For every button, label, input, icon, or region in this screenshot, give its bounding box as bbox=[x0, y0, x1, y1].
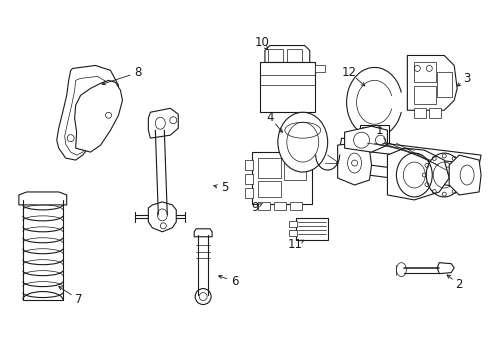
Bar bbox=[413, 108, 426, 118]
Text: 7: 7 bbox=[75, 293, 82, 306]
Bar bbox=[289, 202, 301, 210]
Bar bbox=[244, 188, 252, 198]
Polygon shape bbox=[339, 138, 480, 165]
Polygon shape bbox=[148, 108, 178, 138]
Bar bbox=[267, 49, 282, 62]
Bar bbox=[413, 86, 435, 104]
Polygon shape bbox=[148, 202, 176, 232]
Polygon shape bbox=[314, 66, 324, 72]
Bar bbox=[413, 62, 435, 82]
Bar bbox=[428, 108, 440, 118]
Polygon shape bbox=[57, 66, 118, 160]
Bar bbox=[244, 160, 252, 170]
Polygon shape bbox=[19, 192, 66, 205]
Polygon shape bbox=[337, 143, 371, 185]
Text: 11: 11 bbox=[287, 238, 302, 251]
Bar bbox=[273, 202, 285, 210]
Text: 3: 3 bbox=[463, 72, 470, 85]
Text: 8: 8 bbox=[135, 66, 142, 79]
Polygon shape bbox=[344, 162, 470, 188]
Bar bbox=[288, 221, 296, 227]
Text: 10: 10 bbox=[254, 36, 269, 49]
Polygon shape bbox=[344, 126, 386, 152]
Polygon shape bbox=[407, 55, 456, 110]
Bar bbox=[258, 158, 280, 178]
Text: 5: 5 bbox=[221, 181, 228, 194]
Ellipse shape bbox=[277, 112, 327, 172]
Text: 4: 4 bbox=[265, 111, 273, 124]
Polygon shape bbox=[264, 45, 309, 62]
Polygon shape bbox=[386, 148, 448, 200]
Bar bbox=[286, 49, 301, 62]
Bar bbox=[251, 152, 311, 204]
Bar bbox=[373, 127, 381, 135]
Bar bbox=[295, 218, 327, 240]
Bar bbox=[244, 174, 252, 184]
Bar bbox=[258, 181, 280, 197]
Bar bbox=[361, 127, 369, 135]
Polygon shape bbox=[75, 80, 122, 152]
Bar bbox=[359, 125, 388, 143]
Polygon shape bbox=[194, 229, 212, 237]
Bar bbox=[288, 230, 296, 236]
Text: 2: 2 bbox=[454, 278, 462, 291]
Bar bbox=[283, 158, 305, 180]
Text: 12: 12 bbox=[342, 66, 356, 79]
Bar bbox=[258, 202, 269, 210]
Text: 1: 1 bbox=[375, 124, 383, 137]
Text: 9: 9 bbox=[251, 201, 258, 215]
Text: 6: 6 bbox=[231, 275, 238, 288]
Polygon shape bbox=[436, 263, 453, 274]
Polygon shape bbox=[448, 155, 480, 195]
Bar bbox=[436, 72, 451, 97]
Bar bbox=[260, 62, 314, 112]
